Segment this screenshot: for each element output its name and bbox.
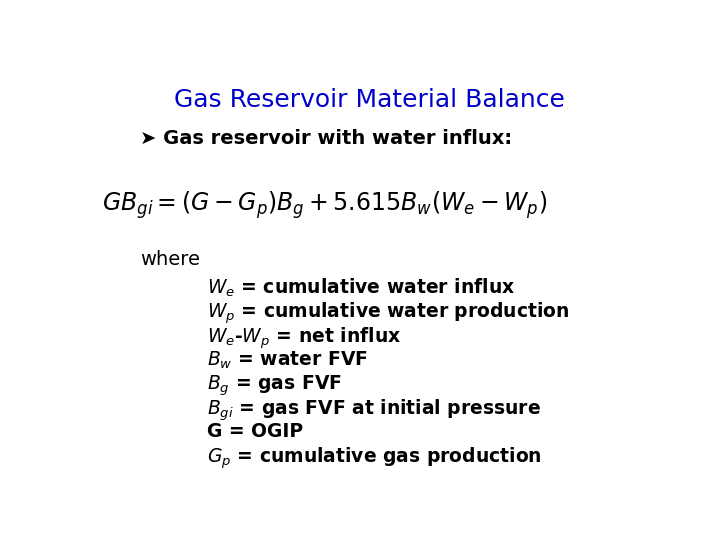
Text: $W_e$-$W_p$ = net influx: $W_e$-$W_p$ = net influx (207, 325, 401, 350)
Text: $GB_{gi} = (G - G_p)B_g + 5.615B_w(W_e - W_p)$: $GB_{gi} = (G - G_p)B_g + 5.615B_w(W_e -… (102, 190, 547, 221)
Text: ➤ Gas reservoir with water influx:: ➤ Gas reservoir with water influx: (140, 129, 513, 149)
Text: G = OGIP: G = OGIP (207, 422, 303, 441)
Text: $B_g$ = gas FVF: $B_g$ = gas FVF (207, 373, 342, 398)
Text: $W_p$ = cumulative water production: $W_p$ = cumulative water production (207, 301, 570, 327)
Text: Gas Reservoir Material Balance: Gas Reservoir Material Balance (174, 87, 564, 112)
Text: $W_e$ = cumulative water influx: $W_e$ = cumulative water influx (207, 277, 516, 299)
Text: where: where (140, 250, 200, 269)
Text: $G_p$ = cumulative gas production: $G_p$ = cumulative gas production (207, 446, 542, 471)
Text: $B_{gi}$ = gas FVF at initial pressure: $B_{gi}$ = gas FVF at initial pressure (207, 397, 541, 423)
Text: $B_w$ = water FVF: $B_w$ = water FVF (207, 349, 368, 370)
